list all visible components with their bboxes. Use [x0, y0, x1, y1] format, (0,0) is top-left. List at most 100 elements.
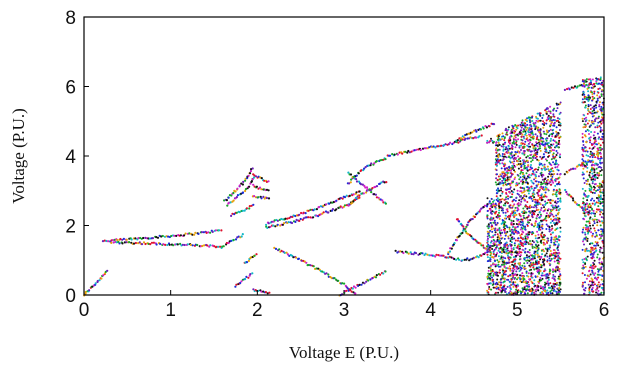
data-point: [589, 266, 592, 269]
data-point: [550, 137, 552, 140]
data-point: [521, 227, 524, 230]
data-point: [555, 109, 558, 112]
data-point: [501, 197, 504, 200]
data-point: [497, 154, 500, 156]
data-point: [542, 195, 545, 198]
data-point: [508, 141, 511, 144]
data-point: [159, 242, 162, 245]
data-point: [593, 145, 596, 148]
data-point: [117, 240, 120, 243]
data-point: [597, 276, 600, 279]
data-point: [538, 113, 541, 116]
data-point: [523, 227, 526, 230]
data-point: [535, 220, 538, 223]
data-point: [486, 230, 489, 233]
data-point: [183, 243, 186, 247]
data-point: [434, 255, 437, 258]
data-point: [581, 285, 584, 288]
data-point: [563, 173, 566, 176]
data-point: [410, 252, 413, 256]
data-point: [106, 269, 109, 272]
data-point: [558, 220, 561, 223]
data-point: [315, 267, 318, 270]
data-point: [553, 288, 556, 291]
data-point: [523, 153, 526, 156]
data-point: [447, 251, 450, 254]
data-point: [530, 179, 533, 182]
data-point: [543, 289, 546, 292]
data-point: [358, 196, 361, 199]
data-point: [587, 226, 590, 229]
data-point: [523, 165, 526, 168]
data-point: [521, 218, 524, 221]
data-point: [513, 237, 516, 240]
data-point: [588, 98, 591, 101]
data-point: [493, 248, 496, 251]
data-point: [532, 206, 535, 209]
data-point: [498, 237, 501, 239]
data-point: [366, 188, 369, 191]
data-point: [489, 209, 492, 211]
data-point: [503, 284, 506, 287]
data-point: [358, 194, 361, 197]
data-point: [528, 124, 531, 127]
data-point: [545, 291, 548, 294]
data-point: [509, 290, 512, 293]
data-point: [249, 170, 252, 173]
data-point: [486, 283, 489, 286]
data-point: [512, 191, 515, 194]
data-point: [528, 285, 531, 288]
data-point: [500, 256, 503, 259]
data-point: [536, 117, 539, 120]
data-point: [554, 218, 556, 221]
data-point: [546, 237, 549, 240]
data-point: [511, 166, 514, 169]
data-point: [544, 191, 547, 194]
data-point: [600, 93, 603, 96]
data-point: [509, 269, 512, 272]
data-point: [544, 247, 547, 250]
data-point: [596, 189, 599, 192]
data-point: [520, 251, 523, 254]
data-point: [492, 238, 495, 241]
data-point: [581, 84, 584, 87]
data-point: [586, 249, 589, 252]
data-point: [543, 180, 546, 183]
data-point: [548, 172, 551, 175]
data-point: [111, 239, 114, 242]
data-point: [495, 147, 498, 150]
data-point: [586, 208, 589, 211]
data-point: [531, 240, 534, 242]
data-point: [590, 186, 593, 189]
data-point: [137, 242, 140, 245]
data-point: [523, 262, 526, 265]
data-point: [486, 256, 489, 259]
data-point: [528, 231, 531, 234]
data-point: [599, 274, 602, 277]
data-point: [91, 285, 94, 288]
data-point: [546, 107, 549, 110]
data-point: [486, 197, 489, 200]
data-point: [592, 224, 594, 227]
data-point: [584, 250, 587, 253]
data-point: [594, 104, 597, 107]
data-point: [589, 253, 592, 256]
data-point: [555, 144, 558, 147]
data-point: [257, 175, 260, 178]
data-point: [341, 282, 344, 285]
data-point: [524, 235, 527, 238]
data-point: [487, 250, 490, 253]
data-point: [495, 247, 497, 250]
data-point: [590, 169, 593, 172]
data-point: [333, 277, 336, 280]
data-point: [421, 252, 424, 255]
data-point: [518, 178, 521, 181]
data-point: [549, 221, 552, 224]
data-point: [595, 167, 598, 170]
x-tick-label: 3: [339, 300, 350, 321]
data-point: [600, 216, 603, 219]
data-point: [584, 120, 587, 123]
data-point: [559, 226, 562, 229]
data-point: [539, 209, 542, 211]
data-point: [491, 256, 494, 258]
